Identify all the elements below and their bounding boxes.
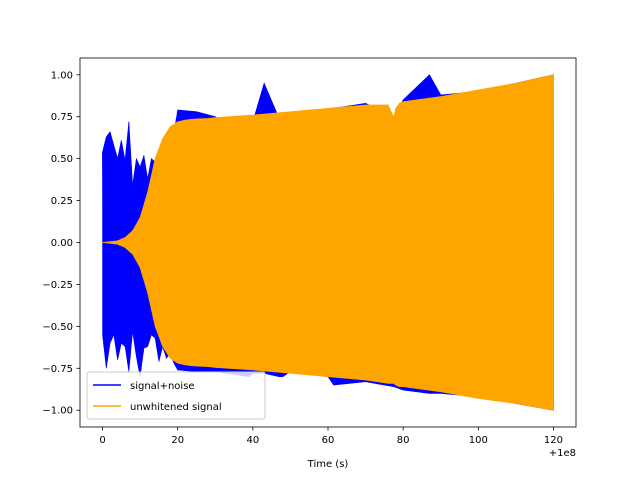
x-tick-label: 120 [544, 435, 563, 446]
x-tick-label: 40 [246, 435, 259, 446]
x-tick-label: 60 [322, 435, 335, 446]
legend: signal+noise unwhitened signal [86, 371, 266, 420]
y-tick-label: 0.50 [51, 154, 73, 165]
legend-label-signal-noise: signal+noise [130, 381, 195, 392]
y-tick-label: −0.50 [42, 322, 73, 333]
series-layer [102, 74, 554, 411]
x-tick-label: 20 [171, 435, 184, 446]
y-tick-label: −0.75 [42, 364, 73, 375]
series-unwhitened-signal [102, 74, 554, 411]
y-tick-label: −0.25 [42, 280, 73, 291]
legend-label-unwhitened-signal: unwhitened signal [130, 402, 222, 413]
y-ticks: −1.00 −0.75 −0.50 −0.25 0.00 0.25 0.50 0.75 1.00 [42, 70, 80, 417]
legend-box [86, 371, 266, 420]
x-tick-label: 0 [99, 435, 105, 446]
x-ticks: 0 20 40 60 80 100 120 [99, 427, 563, 446]
x-offset-label: +1e8 [549, 448, 576, 459]
y-tick-label: 0.25 [51, 196, 73, 207]
y-tick-label: 0.00 [51, 238, 73, 249]
x-axis-label: Time (s) [307, 459, 349, 470]
x-tick-label: 100 [469, 435, 488, 446]
series-waveform [102, 74, 554, 410]
y-tick-label: −1.00 [42, 406, 73, 417]
y-tick-label: 0.75 [51, 112, 73, 123]
x-tick-label: 80 [397, 435, 410, 446]
y-tick-label: 1.00 [51, 70, 73, 81]
